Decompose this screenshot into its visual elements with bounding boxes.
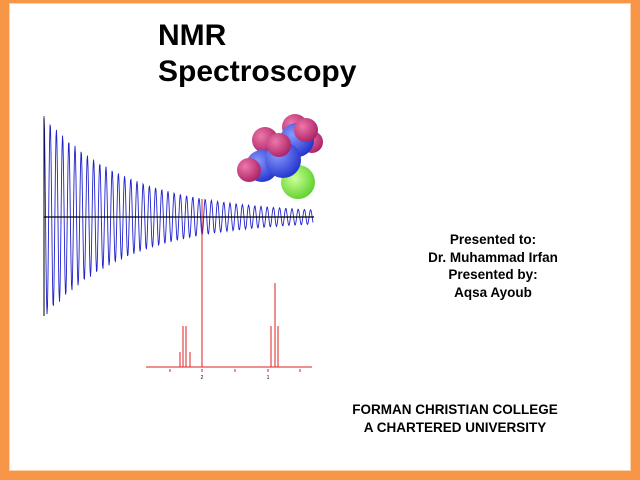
presented-to-name: Dr. Muhammad Irfan: [428, 249, 558, 265]
title-line-1: NMR: [158, 19, 227, 52]
presented-to-label: Presented to:: [449, 232, 537, 247]
presented-by-label: Presented by:: [448, 267, 538, 282]
institution-line-1: FORMAN CHRISTIAN COLLEGE: [352, 402, 558, 417]
presenter-info: Presented to: Dr. Muhammad Irfan Present…: [403, 231, 583, 301]
fid-signal: [43, 115, 314, 315]
presented-by-name: Aqsa Ayoub: [454, 284, 532, 300]
fid-trace: [43, 115, 314, 315]
institution-line-2: A CHARTERED UNIVERSITY: [363, 420, 547, 435]
slide-title: NMR Spectroscopy: [158, 18, 356, 90]
title-line-2: Spectroscopy: [158, 55, 357, 88]
slide: [10, 4, 630, 470]
molecule-model: [237, 114, 323, 199]
spectrum-tick-label-1: 1: [267, 375, 270, 381]
nmr-spectrum: [146, 199, 312, 372]
spectrum-tick-label-2: 2: [201, 375, 204, 381]
institution-info: FORMAN CHRISTIAN COLLEGE A CHARTERED UNI…: [330, 401, 580, 437]
